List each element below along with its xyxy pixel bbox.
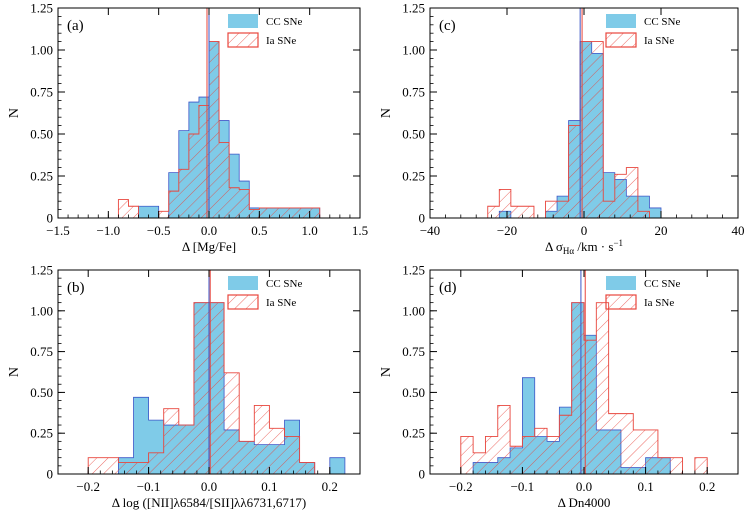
y-tick-label: 0 [419, 467, 426, 482]
y-tick-label: 0.25 [30, 426, 53, 441]
legend-cc-swatch [228, 14, 258, 28]
y-tick-label: 1.00 [30, 303, 53, 318]
ia-histogram [476, 41, 661, 219]
x-tick-label: −20 [497, 223, 517, 238]
y-tick-label: 0.50 [30, 127, 53, 142]
y-axis-label: N [379, 108, 394, 118]
x-tick-label: 0.0 [201, 223, 217, 238]
x-tick-label: −0.1 [137, 479, 161, 494]
legend-ia-label: Ia SNe [266, 297, 296, 309]
x-tick-label: 0.0 [201, 479, 217, 494]
x-tick-label: −0.2 [76, 479, 100, 494]
legend-cc-label: CC SNe [644, 16, 680, 28]
x-tick-label: −1.5 [46, 223, 70, 238]
x-tick-label: 20 [655, 223, 668, 238]
ia-histogram [87, 302, 345, 475]
x-axis-label: Δ [Mg/Fe] [182, 239, 236, 254]
x-axis-label: Δ σHα /km · s−1 [545, 238, 623, 256]
panel-label: (b) [67, 280, 85, 296]
ia-histogram [117, 41, 321, 219]
y-tick-label: 1.25 [30, 1, 53, 16]
y-tick-label: 0 [47, 467, 54, 482]
y-tick-label: 0.75 [30, 85, 53, 100]
x-tick-label: 1.0 [302, 223, 318, 238]
histogram-panel: −0.2 −0.1 0.0 0.1 0.2 0 0.25 0.50 0.75 1.00 1.25 (d… [379, 263, 739, 510]
histogram-panel: −0.2 −0.1 0.0 0.1 0.2 0 0.25 0.50 0.75 1.00 1.25 (b… [7, 263, 361, 510]
y-tick-label: 0.75 [30, 344, 53, 359]
y-tick-label: 0.25 [30, 169, 53, 184]
y-tick-label: 1.25 [402, 1, 425, 16]
y-tick-label: 1.00 [402, 303, 425, 318]
legend-ia-swatch [605, 294, 637, 310]
x-tick-label: −0.2 [449, 479, 473, 494]
legend-ia-label: Ia SNe [644, 35, 674, 47]
y-tick-label: 0 [419, 211, 426, 226]
histogram-panel: −40 −20 0 20 40 0 0.25 0.50 0.75 1.00 1.25 (c) N Δ σH… [379, 1, 745, 257]
y-tick-label: 0.50 [402, 385, 425, 400]
x-tick-label: 0.2 [322, 479, 338, 494]
x-tick-label: 0 [581, 223, 588, 238]
y-tick-label: 1.25 [30, 263, 53, 278]
x-tick-label: 0.0 [576, 479, 592, 494]
y-axis-label: N [7, 367, 22, 377]
legend-ia-swatch [227, 294, 259, 310]
y-tick-label: 1.25 [402, 263, 425, 278]
y-axis-label: N [7, 108, 22, 118]
panel-label: (c) [439, 18, 456, 34]
y-tick-label: 0 [47, 211, 54, 226]
legend-cc-swatch [606, 276, 636, 290]
x-tick-label: 0.2 [699, 479, 715, 494]
legend-cc-swatch [228, 276, 258, 290]
legend-ia-swatch [227, 32, 259, 48]
x-tick-label: 0.5 [251, 223, 267, 238]
y-tick-label: 0.25 [402, 426, 425, 441]
panel-label: (a) [67, 18, 84, 34]
y-tick-label: 1.00 [30, 43, 53, 58]
y-tick-label: 0.25 [402, 169, 425, 184]
legend-cc-label: CC SNe [266, 278, 302, 290]
panel-label: (d) [439, 280, 457, 296]
y-tick-label: 0.50 [30, 385, 53, 400]
y-tick-label: 0.50 [402, 127, 425, 142]
x-tick-label: 1.5 [352, 223, 368, 238]
x-tick-label: 40 [732, 223, 745, 238]
x-axis-label: Δ Dn4000 [558, 495, 611, 510]
y-tick-label: 1.00 [402, 43, 425, 58]
legend-cc-swatch [606, 14, 636, 28]
y-tick-label: 0.75 [402, 344, 425, 359]
legend-ia-swatch [605, 32, 637, 48]
x-tick-label: 0.1 [261, 479, 277, 494]
ia-histogram [460, 302, 720, 475]
x-tick-label: −0.1 [511, 479, 535, 494]
histogram-panel: −1.5 −1.0 −0.5 0.0 0.5 1.0 1.5 0 0.25 0.50 0.75 1.0… [7, 1, 368, 255]
legend-ia-label: Ia SNe [644, 297, 674, 309]
x-tick-label: −40 [420, 223, 440, 238]
legend-cc-label: CC SNe [266, 16, 302, 28]
y-tick-label: 0.75 [402, 85, 425, 100]
y-axis-label: N [379, 367, 394, 377]
x-axis-label: Δ log ([NII]λ6584/[SII]λλ6731,6717) [112, 495, 306, 510]
x-tick-label: 0.1 [637, 479, 653, 494]
x-tick-label: −0.5 [147, 223, 171, 238]
legend-ia-label: Ia SNe [266, 35, 296, 47]
x-tick-label: −1.0 [97, 223, 121, 238]
legend-cc-label: CC SNe [644, 278, 680, 290]
